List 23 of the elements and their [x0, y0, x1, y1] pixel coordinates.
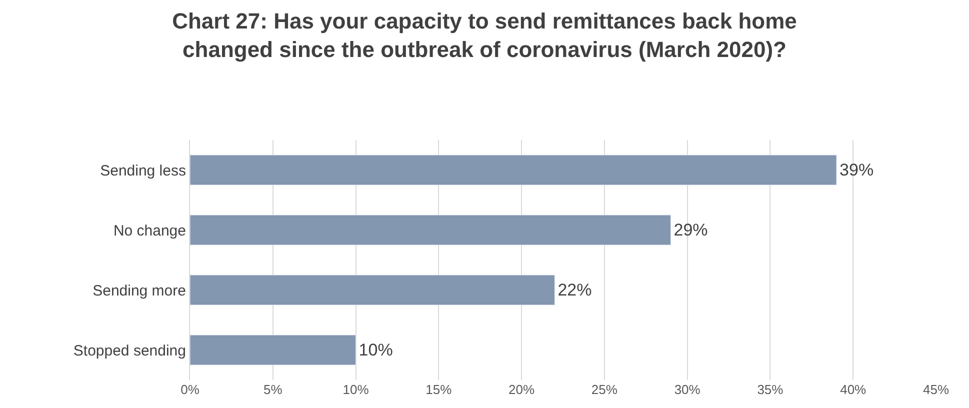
x-tick-label: 25% [591, 382, 618, 397]
chart-title: Chart 27: Has your capacity to send remittances back home changed since the outbreak of coronavirus (March 2020)? [172, 8, 797, 62]
y-tick-label: No change [113, 222, 186, 240]
y-tick-label: Sending less [100, 162, 186, 180]
x-tick-label: 20% [508, 382, 536, 397]
data-label: 29% [674, 220, 708, 240]
data-label: 39% [840, 160, 874, 180]
x-tick-label: 15% [426, 382, 452, 397]
x-tick-label: 40% [840, 382, 867, 397]
y-tick-label: Sending more [92, 282, 186, 300]
y-tick-label: Stopped sending [73, 342, 186, 360]
data-label: 22% [558, 280, 592, 300]
bar [190, 334, 356, 366]
bar [190, 154, 837, 186]
data-label: 10% [358, 340, 393, 360]
x-tick-label: 45% [922, 382, 950, 397]
x-tick-label: 35% [757, 382, 784, 397]
x-tick-label: 10% [342, 382, 370, 397]
x-tick-label: 0% [180, 382, 200, 397]
bar [190, 214, 672, 246]
bar [190, 274, 555, 306]
x-tick-label: 30% [674, 382, 701, 397]
x-tick-label: 5% [263, 382, 283, 397]
